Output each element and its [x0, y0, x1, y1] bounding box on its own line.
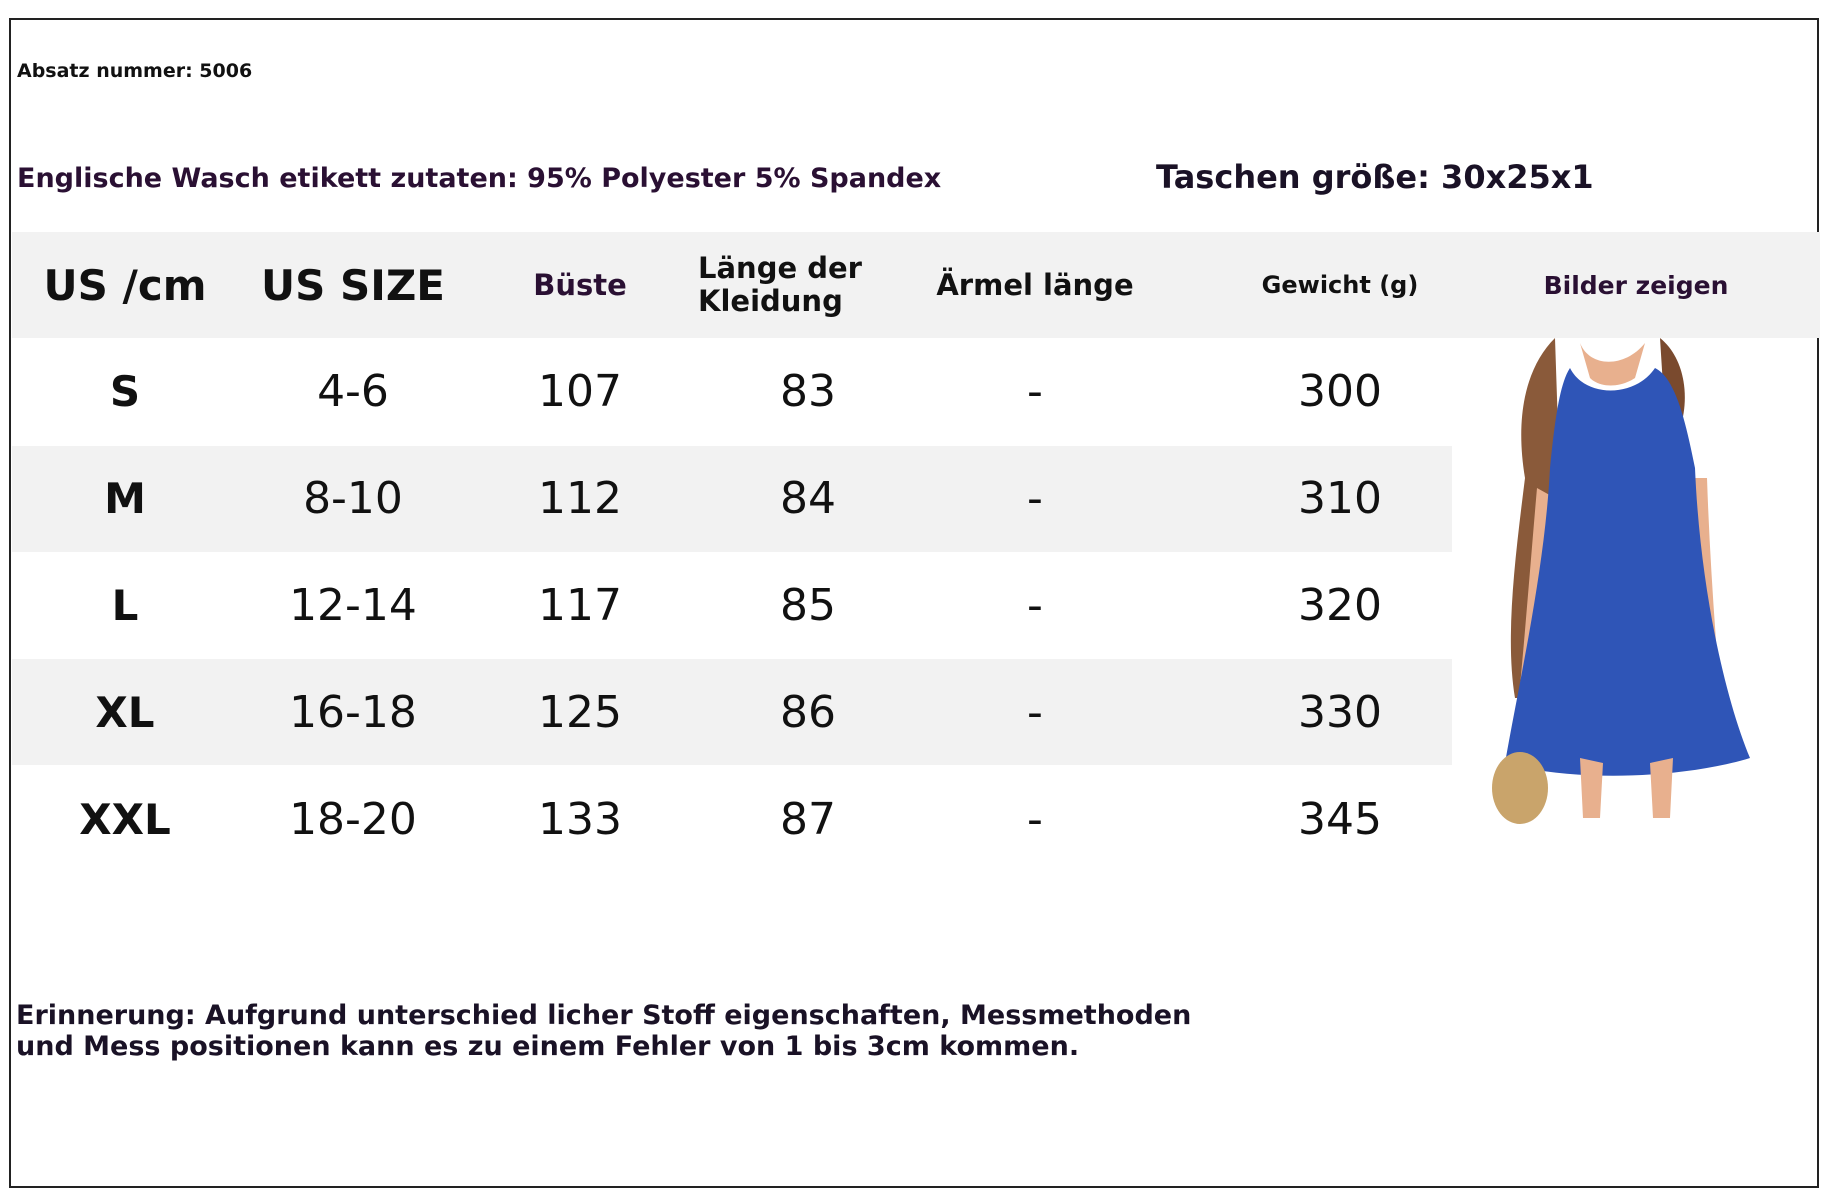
column-header: Ärmel länge	[936, 268, 1134, 302]
table-cell: -	[1027, 473, 1043, 524]
table-cell: 320	[1298, 580, 1382, 631]
size-label: XXL	[79, 795, 171, 844]
size-label: XL	[95, 688, 155, 737]
table-cell: -	[1027, 366, 1043, 417]
table-cell: 12-14	[289, 580, 417, 631]
column-header: Länge der Kleidung	[698, 251, 862, 318]
article-number: Absatz nummer: 5006	[17, 60, 253, 82]
size-label: L	[111, 581, 139, 630]
column-header: US SIZE	[261, 260, 445, 310]
table-cell: -	[1027, 687, 1043, 738]
table-cell: 8-10	[303, 473, 403, 524]
table-cell: 345	[1298, 794, 1382, 845]
size-label: M	[104, 474, 146, 523]
header-band	[12, 232, 1820, 338]
table-cell: 107	[538, 366, 622, 417]
row-band	[12, 446, 1452, 552]
table-cell: 16-18	[289, 687, 417, 738]
table-cell: 133	[538, 794, 622, 845]
frame	[9, 18, 1819, 1188]
table-cell: -	[1027, 580, 1043, 631]
table-cell: 18-20	[289, 794, 417, 845]
column-header: Gewicht (g)	[1261, 271, 1419, 299]
size-label: S	[109, 367, 141, 416]
column-header: Büste	[533, 268, 627, 302]
table-cell: 125	[538, 687, 622, 738]
table-cell: 84	[780, 473, 836, 524]
table-cell: 4-6	[317, 366, 389, 417]
table-cell: 330	[1298, 687, 1382, 738]
table-cell: 83	[780, 366, 836, 417]
column-header: Bilder zeigen	[1543, 270, 1729, 300]
product-image	[1492, 338, 1750, 824]
table-cell: 87	[780, 794, 836, 845]
column-header: US /cm	[43, 260, 207, 310]
footer-note: Erinnerung: Aufgrund unterschied licher …	[16, 1000, 1192, 1062]
table-cell: 310	[1298, 473, 1382, 524]
table-cell: 86	[780, 687, 836, 738]
bag-size: Taschen größe: 30x25x1	[1156, 158, 1594, 196]
table-cell: 117	[538, 580, 622, 631]
table-cell: 85	[780, 580, 836, 631]
row-band	[12, 659, 1452, 765]
composition: Englische Wasch etikett zutaten: 95% Pol…	[17, 163, 942, 194]
table-cell: 112	[538, 473, 622, 524]
table-cell: 300	[1298, 366, 1382, 417]
table-cell: -	[1027, 794, 1043, 845]
